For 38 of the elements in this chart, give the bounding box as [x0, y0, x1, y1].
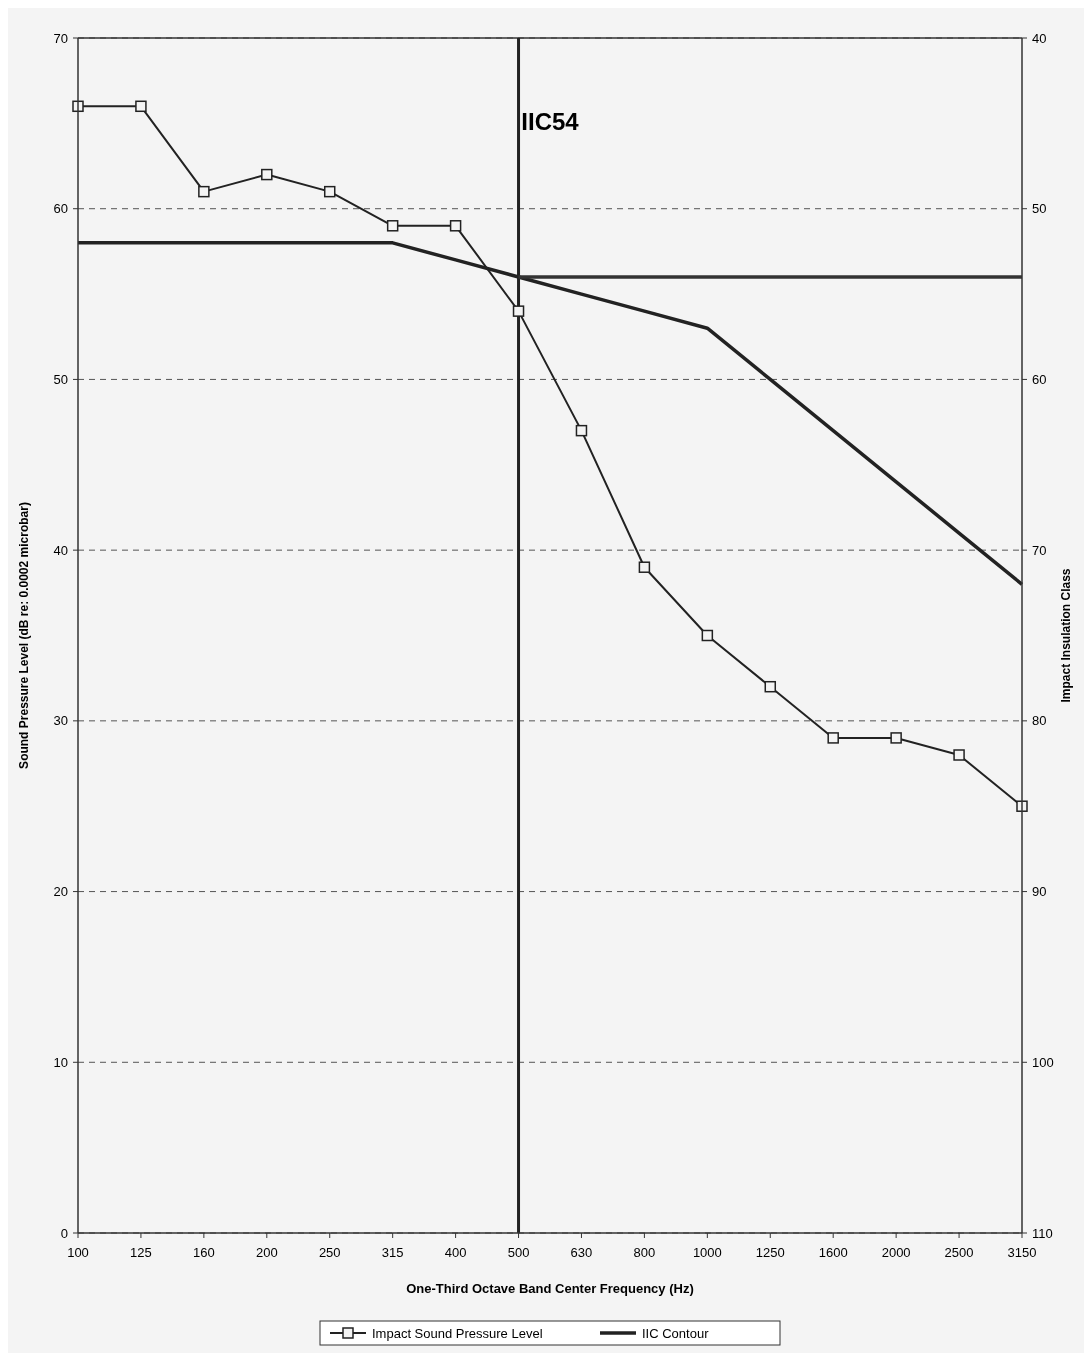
y-tick-label: 20	[53, 884, 68, 900]
x-tick-label: 315	[381, 1245, 404, 1260]
x-tick-label: 1600	[818, 1245, 848, 1260]
y-tick-label: 40	[53, 542, 68, 558]
y2-axis-title: Impact Insulation Class	[1059, 568, 1073, 703]
y-tick-label: 30	[53, 713, 68, 729]
x-tick-label: 2000	[881, 1245, 911, 1260]
x-tick-label: 3150	[1007, 1245, 1037, 1260]
x-tick-label: 1250	[755, 1245, 785, 1260]
x-tick-label: 125	[130, 1245, 152, 1260]
y-tick-label: 10	[53, 1054, 68, 1070]
x-tick-label: 2500	[944, 1245, 974, 1260]
y-tick-label: 50	[53, 371, 68, 387]
y2-tick-label: 50	[1032, 201, 1047, 217]
legend-label: IIC Contour	[642, 1326, 710, 1341]
y2-tick-label: 110	[1032, 1225, 1053, 1241]
x-tick-label: 500	[507, 1245, 530, 1260]
y2-tick-label: 90	[1032, 884, 1047, 900]
y2-tick-label: 70	[1032, 542, 1047, 558]
legend-label: Impact Sound Pressure Level	[372, 1326, 543, 1341]
y2-tick-label: 60	[1032, 371, 1047, 387]
y-tick-label: 70	[53, 30, 68, 46]
x-tick-label: 1000	[692, 1245, 722, 1260]
x-tick-label: 400	[444, 1245, 467, 1260]
x-tick-label: 100	[67, 1245, 89, 1260]
y2-tick-label: 40	[1032, 30, 1047, 46]
x-tick-label: 250	[318, 1245, 341, 1260]
y-axis-title: Sound Pressure Level (dB re: 0.0002 microbar)	[17, 502, 31, 769]
y-tick-label: 60	[53, 201, 68, 217]
x-tick-label: 630	[570, 1245, 593, 1260]
x-tick-label: 160	[193, 1245, 215, 1260]
text: IIC54	[521, 108, 580, 135]
x-axis-title: One-Third Octave Band Center Frequency (Hz)	[406, 1281, 694, 1296]
y2-tick-label: 80	[1032, 713, 1047, 729]
y2-tick-label: 100	[1032, 1054, 1054, 1070]
x-tick-label: 800	[633, 1245, 656, 1260]
x-tick-label: 200	[255, 1245, 278, 1260]
y-tick-label: 0	[60, 1225, 68, 1241]
